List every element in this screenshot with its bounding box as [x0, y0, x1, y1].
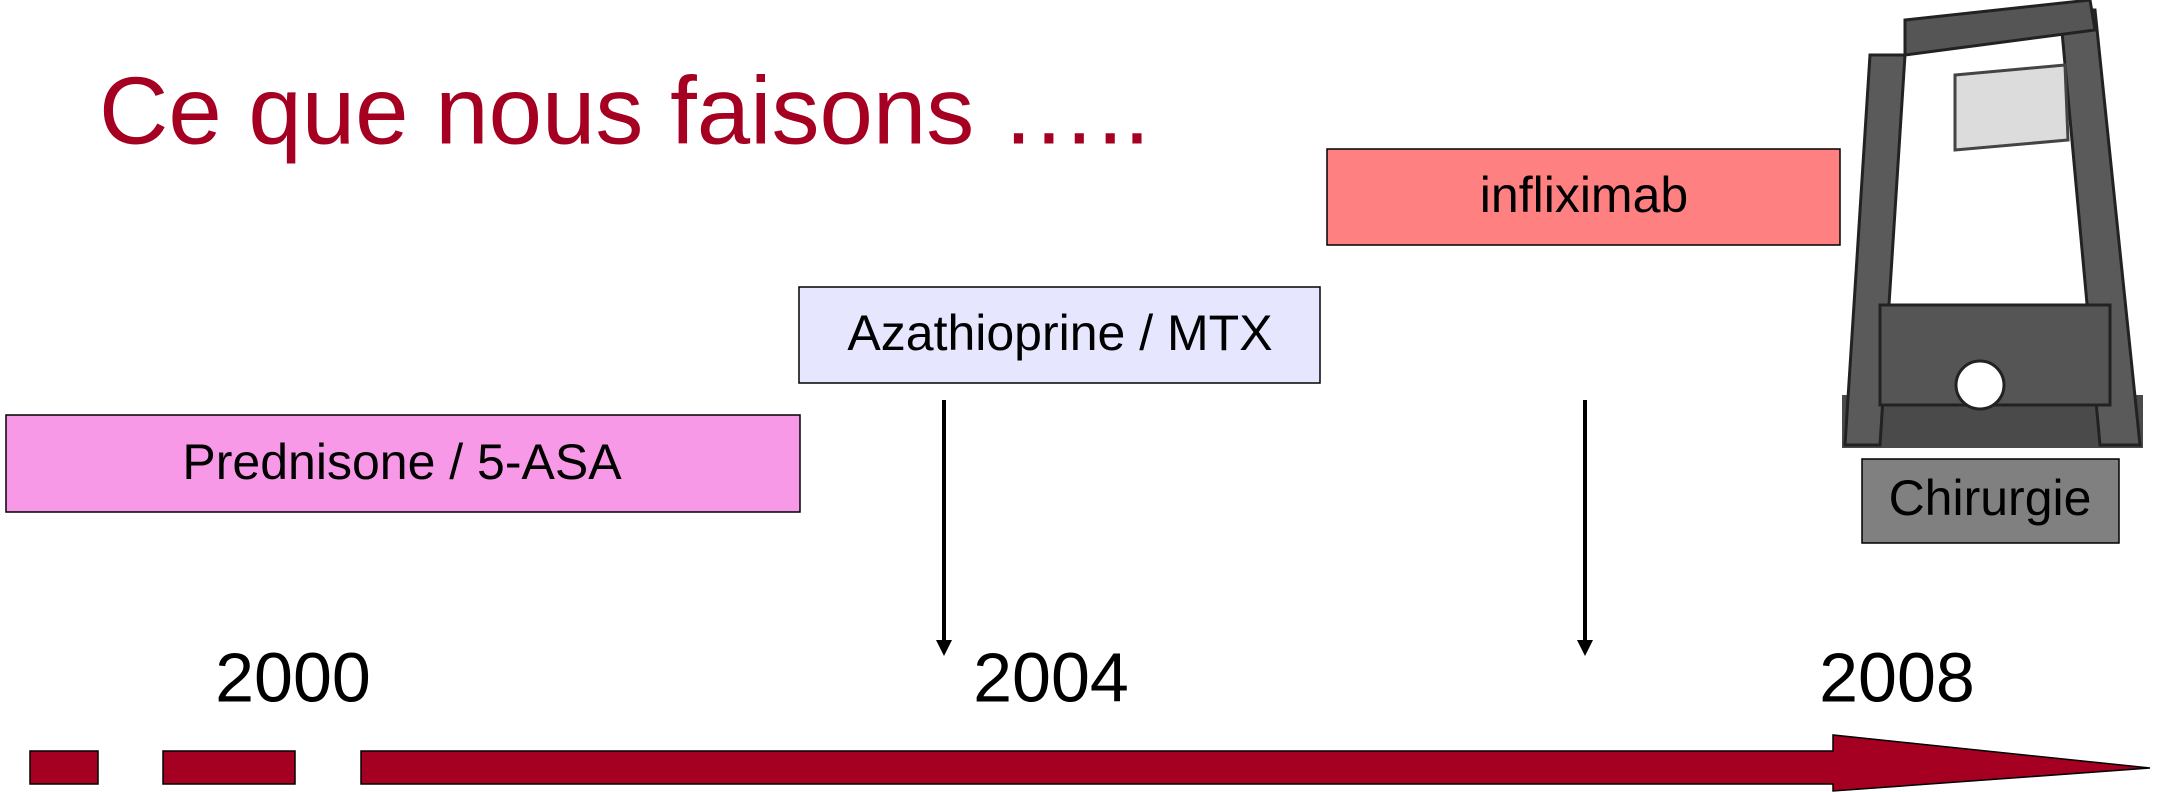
- year-label: 2008: [1819, 638, 1975, 716]
- treatment-label: Azathioprine / MTX: [847, 305, 1272, 361]
- guillotine-illustration: [1842, 0, 2143, 448]
- arrow: [1577, 400, 1593, 656]
- slide-title: Ce que nous faisons …..: [99, 57, 1150, 164]
- year-label: 2004: [973, 638, 1129, 716]
- year-label: 2000: [215, 638, 371, 716]
- treatment-label: Chirurgie: [1889, 470, 2092, 526]
- treatment-label: infliximab: [1480, 167, 1688, 223]
- page: Ce que nous faisons ….. Prednisone / 5-A…: [0, 0, 2160, 792]
- treatment-label: Prednisone / 5-ASA: [182, 434, 622, 490]
- timeline-arrow: [30, 735, 2150, 791]
- arrow: [936, 400, 952, 656]
- slide: Ce que nous faisons ….. Prednisone / 5-A…: [0, 0, 2160, 792]
